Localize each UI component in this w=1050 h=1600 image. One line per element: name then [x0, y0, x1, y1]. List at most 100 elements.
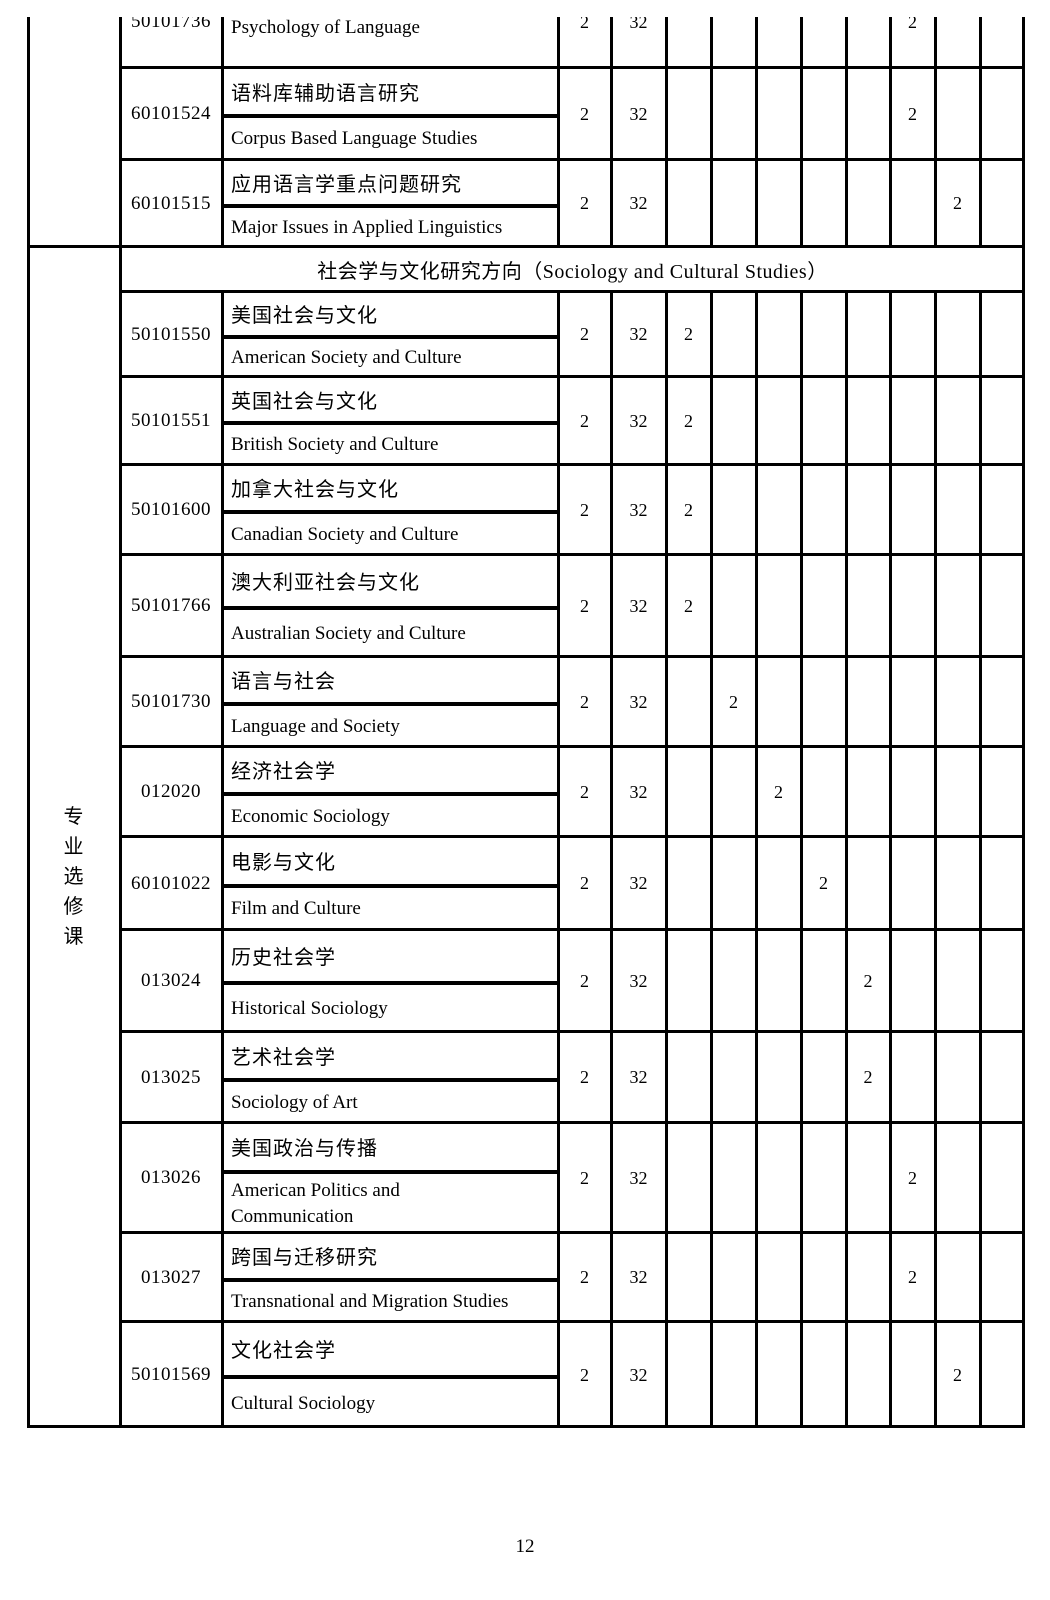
grid-line: [221, 17, 224, 247]
hours-value: 32: [629, 17, 648, 32]
hours-value: 32: [629, 499, 648, 520]
course-name-en: Transnational and Migration Studies: [231, 1291, 509, 1312]
grid-line: [934, 17, 937, 247]
course-name-en: American Society and Culture: [231, 347, 462, 368]
credits-value: 2: [580, 1167, 589, 1188]
grid-line: [120, 463, 1025, 466]
course-name-en: British Society and Culture: [231, 434, 439, 455]
course-name-cn: 美国社会与文化: [231, 305, 378, 327]
course-code: 013025: [141, 1066, 201, 1088]
grid-line: [710, 17, 713, 247]
course-name-en: Psychology of Language: [231, 17, 420, 38]
grid-line: [979, 17, 982, 247]
hours-value: 32: [629, 410, 648, 431]
course-name-en: Economic Sociology: [231, 805, 390, 827]
credits-value: 2: [580, 103, 589, 124]
hours-value: 32: [629, 324, 648, 344]
semester-mark: 2: [863, 1067, 873, 1087]
semester-mark: 2: [953, 193, 962, 213]
semester-mark: 2: [684, 499, 693, 520]
grid-line: [222, 510, 558, 514]
grid-line: [120, 1231, 1025, 1234]
course-code: 60101515: [131, 192, 211, 214]
grid-line: [222, 884, 558, 888]
curriculum-table: 专 业 选 修 课 社会学与文化研究方向（Sociology and Cultu…: [27, 17, 1025, 1428]
grid-line: [1022, 17, 1025, 1428]
hours-value: 32: [629, 1167, 648, 1188]
course-code: 50101736: [131, 17, 211, 32]
course-code: 50101551: [131, 410, 211, 431]
hours-value: 32: [629, 103, 648, 124]
grid-line: [557, 17, 560, 247]
course-name-cn: 历史社会学: [231, 947, 336, 969]
category-cell: 专 业 选 修 课: [27, 247, 120, 1428]
grid-line: [120, 1121, 1025, 1124]
hours-value: 32: [629, 193, 648, 213]
grid-line: [665, 292, 668, 1428]
grid-line: [222, 1170, 558, 1174]
course-name-cn: 艺术社会学: [231, 1046, 336, 1069]
course-name-cn: 语料库辅助语言研究: [231, 82, 420, 105]
course-code: 60101524: [131, 103, 211, 124]
grid-line: [222, 1375, 558, 1379]
grid-line: [889, 292, 892, 1428]
grid-line: [845, 292, 848, 1428]
grid-line: [120, 66, 1025, 69]
course-code: 013024: [141, 970, 201, 991]
grid-line: [222, 1278, 558, 1282]
credits-value: 2: [580, 1364, 589, 1385]
grid-line: [120, 745, 1025, 748]
course-name-cn: 澳大利亚社会与文化: [231, 572, 420, 594]
grid-line: [120, 1320, 1025, 1323]
course-name-en: Major Issues in Applied Linguistics: [231, 216, 503, 238]
course-name-cn: 电影与文化: [231, 852, 336, 874]
credits-value: 2: [580, 499, 589, 520]
semester-mark: 2: [819, 873, 828, 893]
course-name-en: Sociology of Art: [231, 1091, 358, 1113]
grid-line: [222, 114, 558, 118]
grid-line: [120, 928, 1025, 931]
course-code: 50101730: [131, 691, 211, 712]
course-name-cn: 加拿大社会与文化: [231, 479, 399, 501]
course-code: 012020: [141, 781, 201, 802]
course-name-cn: 美国政治与传播: [231, 1138, 378, 1160]
grid-line: [979, 292, 982, 1428]
grid-line: [120, 158, 1025, 161]
grid-line: [755, 292, 758, 1428]
grid-line: [27, 1425, 1025, 1428]
grid-line: [27, 17, 30, 1428]
credits-value: 2: [580, 410, 589, 431]
course-name-en: Corpus Based Language Studies: [231, 128, 478, 149]
course-name-cn: 应用语言学重点问题研究: [231, 173, 462, 196]
course-code: 50101550: [131, 323, 211, 345]
course-code: 013027: [141, 1266, 201, 1288]
credits-value: 2: [580, 17, 589, 32]
semester-mark: 2: [729, 691, 738, 712]
grid-line: [222, 792, 558, 796]
hours-value: 32: [629, 781, 648, 802]
section-header: 社会学与文化研究方向（Sociology and Cultural Studie…: [317, 261, 828, 283]
hours-value: 32: [629, 873, 648, 893]
grid-line: [222, 606, 558, 610]
course-name-cn: 文化社会学: [231, 1340, 336, 1362]
hours-value: 32: [629, 595, 648, 616]
grid-line: [222, 421, 558, 425]
grid-line: [222, 702, 558, 706]
credits-value: 2: [580, 595, 589, 616]
semester-mark: 2: [774, 781, 783, 802]
grid-line: [222, 1078, 558, 1082]
grid-line: [610, 17, 613, 247]
grid-line: [120, 375, 1025, 378]
semester-mark: 2: [863, 970, 873, 991]
grid-line: [557, 292, 560, 1428]
category-label: 专 业 选 修 课: [63, 806, 84, 948]
grid-line: [221, 292, 224, 1428]
course-name-en: Historical Sociology: [231, 997, 388, 1019]
semester-mark: 2: [684, 410, 693, 431]
grid-line: [710, 292, 713, 1428]
grid-line: [845, 17, 848, 247]
course-code: 50101766: [131, 595, 211, 616]
course-code: 60101022: [131, 872, 211, 894]
semester-mark: 2: [908, 1167, 917, 1188]
